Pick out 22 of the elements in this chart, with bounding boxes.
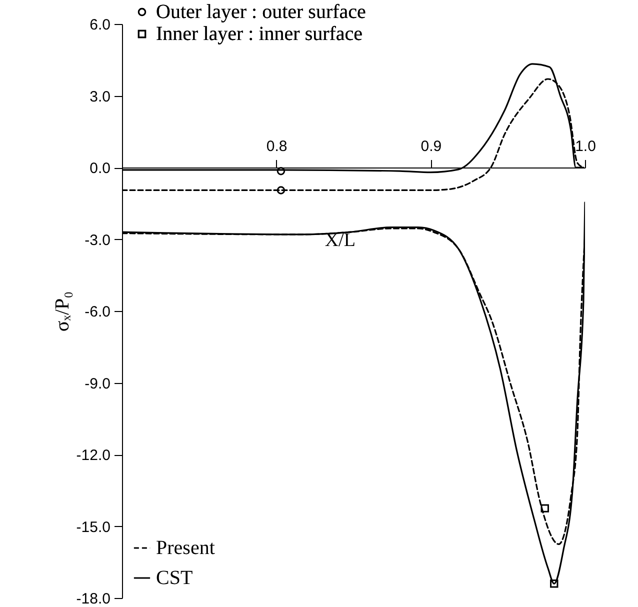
point — [276, 166, 286, 176]
x-tick-label: 0.9 — [420, 138, 442, 155]
y-tick-label: 3.0 — [90, 88, 110, 106]
y-tick-label: -12.0 — [76, 447, 110, 464]
y-tick-label: 6.0 — [90, 16, 110, 34]
y-tick-label: -9.0 — [84, 375, 110, 392]
x-tick-label: 1.0 — [575, 138, 596, 155]
legend-label: Inner layer : inner surface — [156, 23, 363, 45]
point — [550, 580, 558, 588]
x-tick-label: 0.8 — [266, 138, 288, 155]
legend-label: Outer layer : outer surface — [156, 1, 366, 23]
legend-label: CST — [156, 567, 193, 589]
x-axis-title: X/L — [324, 230, 356, 251]
y-tick-label: -6.0 — [84, 304, 110, 320]
y-tick-label: -18.0 — [76, 590, 110, 607]
y-tick-label: -15.0 — [76, 518, 110, 536]
y-tick-label: -3.0 — [84, 232, 110, 249]
point — [540, 504, 549, 512]
legend-label: Present — [156, 537, 216, 559]
y-axis-title: σₓ/P₀ — [51, 291, 74, 332]
y-tick-label: 0.0 — [90, 160, 110, 177]
point — [276, 186, 286, 194]
